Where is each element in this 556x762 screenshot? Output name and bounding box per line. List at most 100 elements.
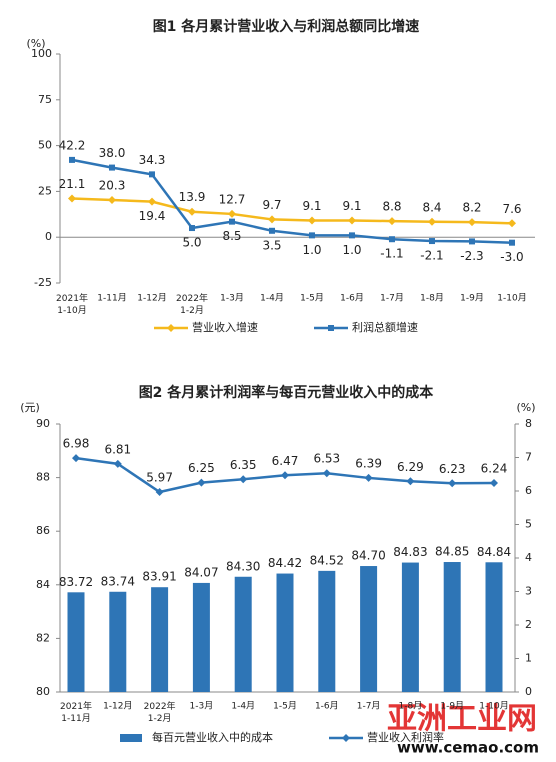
bar: [192, 582, 210, 692]
x-tick-label: 2022年 1-2月: [144, 700, 176, 724]
value-label: -2.1: [420, 249, 443, 263]
point: [155, 488, 164, 497]
value-label: 6.24: [481, 461, 508, 475]
value-label: 84.42: [268, 556, 302, 570]
value-label: 83.74: [101, 574, 135, 588]
y-tick-label: 100: [31, 47, 52, 60]
y-unit: (%): [26, 37, 45, 50]
x-tick-label: 1-7月: [357, 701, 381, 712]
value-label: -1.1: [380, 247, 403, 261]
y2-tick-label: 6: [525, 484, 532, 497]
x-tick-label: 1-5月: [300, 293, 324, 304]
point: [188, 207, 196, 216]
value-label: 84.30: [226, 559, 260, 573]
point: [148, 197, 156, 206]
value-label: 1.0: [302, 243, 321, 257]
y2-unit: (%): [516, 401, 535, 414]
y-tick-label: 80: [36, 685, 50, 698]
watermark: 亚洲工业网: [387, 702, 537, 737]
line: [71, 197, 513, 225]
point: [69, 156, 75, 163]
value-label: 13.9: [179, 190, 206, 204]
value-label: 20.3: [99, 179, 126, 193]
value-label: 5.97: [146, 471, 173, 485]
x-tick-label: 1-10月: [497, 293, 526, 304]
bar: [401, 562, 419, 692]
legend-label: 利润总额增速: [352, 320, 418, 334]
legend-label: 每百元营业收入中的成本: [152, 730, 273, 744]
value-label: 1.0: [342, 243, 361, 257]
value-label: 42.2: [59, 138, 86, 152]
value-label: 5.0: [182, 236, 201, 250]
y-tick-label: 0: [45, 230, 52, 243]
value-label: -2.3: [460, 249, 483, 263]
point: [468, 218, 476, 227]
y-tick-label: -25: [34, 276, 52, 289]
x-tick-label: 1-9月: [460, 293, 484, 304]
legend-label: 营业收入增速: [192, 320, 258, 334]
bar: [151, 587, 169, 692]
x-tick-label: 1-6月: [315, 701, 339, 712]
value-label: 6.29: [397, 460, 424, 474]
point: [108, 196, 116, 205]
bar: [276, 573, 294, 692]
value-label: 8.2: [462, 201, 481, 215]
line: [71, 158, 513, 244]
point: [109, 164, 115, 171]
bar: [67, 592, 85, 692]
point: [68, 194, 76, 203]
value-label: 84.52: [310, 553, 344, 567]
value-label: 3.5: [262, 238, 281, 252]
point: [228, 209, 236, 218]
point: [239, 475, 248, 484]
x-tick-label: 1-8月: [399, 701, 423, 712]
x-tick-label: 1-3月: [220, 293, 244, 304]
point: [389, 236, 395, 243]
x-tick-label: 1-12月: [137, 293, 166, 304]
point: [508, 219, 516, 228]
value-label: 6.35: [230, 458, 257, 472]
point: [308, 216, 316, 225]
point: [428, 217, 436, 226]
value-label: 9.1: [342, 199, 361, 213]
point: [72, 454, 80, 463]
x-tick-label: 1-4月: [231, 701, 255, 712]
bar: [360, 566, 378, 692]
value-label: 84.84: [477, 545, 511, 559]
value-label: 38.0: [99, 146, 126, 160]
point: [309, 232, 315, 239]
point: [509, 239, 515, 246]
value-label: 84.07: [184, 565, 218, 579]
value-label: 6.98: [63, 437, 90, 451]
point: [322, 469, 331, 478]
value-label: 83.72: [59, 575, 93, 589]
point: [268, 215, 276, 224]
x-tick-label: 1-9月: [440, 701, 464, 712]
value-label: 7.6: [502, 202, 521, 216]
y2-tick-label: 5: [525, 518, 532, 531]
x-tick-label: 1-12月: [103, 701, 132, 712]
bar: [443, 562, 461, 692]
x-tick-label: 2021年 1-10月: [56, 292, 88, 316]
point: [342, 734, 350, 742]
value-label: 8.5: [222, 229, 241, 243]
value-label: -3.0: [500, 250, 523, 264]
watermark-url: www.cemao.com: [397, 739, 539, 757]
point: [113, 459, 122, 468]
point: [281, 471, 289, 480]
x-tick-label: 1-11月: [97, 293, 126, 304]
point: [490, 478, 498, 487]
value-label: 8.8: [382, 200, 401, 214]
point: [429, 238, 435, 245]
x-tick-label: 1-4月: [260, 293, 284, 304]
y-tick-label: 25: [38, 184, 52, 197]
y-unit: (元): [20, 401, 40, 414]
value-label: 84.70: [351, 549, 385, 563]
y-tick-label: 84: [36, 578, 50, 591]
bar: [109, 591, 127, 692]
y-tick-label: 50: [38, 139, 52, 152]
y2-tick-label: 4: [525, 551, 532, 564]
y-tick-label: 75: [38, 93, 52, 106]
value-label: 6.23: [439, 462, 466, 476]
point: [189, 225, 195, 232]
